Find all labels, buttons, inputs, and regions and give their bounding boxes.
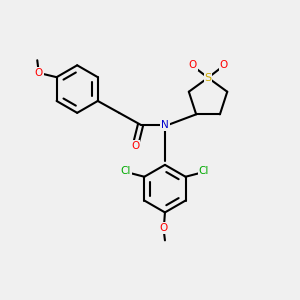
Text: O: O: [159, 223, 168, 233]
Text: O: O: [188, 60, 197, 70]
Text: Cl: Cl: [199, 167, 209, 176]
Text: S: S: [205, 73, 212, 83]
Text: O: O: [219, 60, 228, 70]
Text: N: N: [161, 120, 169, 130]
Text: Cl: Cl: [121, 167, 131, 176]
Text: O: O: [131, 141, 139, 151]
Text: O: O: [34, 68, 43, 78]
